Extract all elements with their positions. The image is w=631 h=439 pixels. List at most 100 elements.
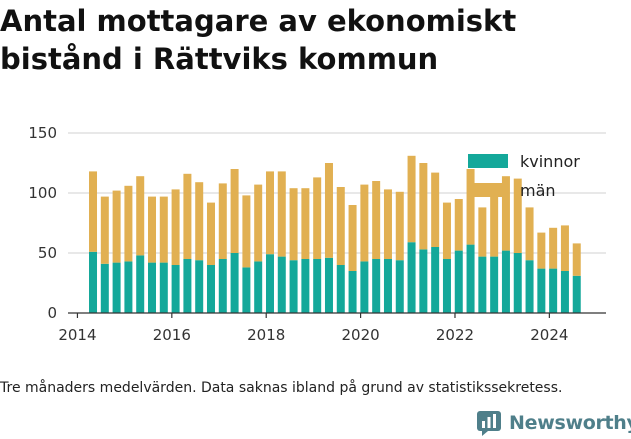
y-tick-label: 150 (28, 124, 57, 142)
bar-segment-kvinnor (490, 256, 499, 313)
legend-label-kvinnor: kvinnor (520, 152, 580, 171)
bar-segment-kvinnor (289, 260, 298, 313)
chart-title: Antal mottagare av ekonomiskt bistånd i … (0, 4, 517, 76)
bar-segment-man (454, 199, 463, 251)
y-tick-label: 100 (28, 184, 57, 202)
bar-segment-man (442, 202, 451, 259)
bar-segment-kvinnor (407, 242, 416, 313)
bar-segment-man (124, 185, 133, 262)
bar-segment-man (159, 196, 168, 263)
bar-segment-kvinnor (89, 251, 98, 313)
x-tick-label: 2018 (247, 326, 285, 344)
bar-segment-man (466, 169, 475, 245)
bar-segment-man (360, 184, 369, 262)
bar-segment-man (195, 182, 204, 261)
bar-segment-kvinnor (478, 256, 487, 313)
bar-segment-kvinnor (525, 260, 534, 313)
stacked-bar-chart: 0 50 100 150 2014 2016 2018 2020 2022 2024 kvinn… (28, 124, 606, 344)
bar-segment-man (431, 172, 440, 247)
bar-segment-kvinnor (171, 265, 180, 313)
bar-segment-man (324, 163, 333, 258)
y-axis-tick-labels: 0 50 100 150 (28, 124, 57, 322)
bar-segment-man (501, 176, 510, 251)
x-tick-label: 2024 (530, 326, 568, 344)
newsworthy-logo-icon (477, 411, 501, 436)
legend-swatch-kvinnor (468, 154, 508, 168)
bar-segment-man (218, 183, 227, 259)
bar-segment-man (230, 169, 239, 253)
bar-segment-man (254, 184, 263, 262)
bar-segment-man (183, 173, 192, 259)
bar-segment-kvinnor (513, 253, 522, 313)
bar-segment-kvinnor (442, 259, 451, 313)
bar-segment-kvinnor (466, 244, 475, 313)
bar-segment-man (148, 196, 156, 263)
bar-segment-kvinnor (218, 259, 227, 313)
bar-segment-man (419, 163, 428, 250)
bar-segment-kvinnor (360, 261, 369, 313)
bar-segment-man (89, 171, 98, 252)
bar-segment-kvinnor (419, 249, 428, 313)
bar-segment-man (572, 243, 581, 276)
bar-segment-man (549, 227, 558, 269)
bar-segment-man (348, 205, 357, 271)
bar-segment-kvinnor (348, 271, 357, 313)
bar-segment-man (525, 207, 534, 261)
bar-segment-man (336, 187, 345, 265)
bar-segment-man (537, 232, 546, 269)
x-axis-ticks: 2014 2016 2018 2020 2022 2024 (58, 313, 568, 344)
y-tick-label: 0 (47, 304, 57, 322)
bar-segment-kvinnor (242, 267, 251, 313)
bar-segment-kvinnor (324, 257, 333, 313)
bar-segment-kvinnor (560, 271, 569, 313)
bar-segment-man (265, 171, 274, 255)
bar-segment-man (301, 188, 310, 259)
bar-segment-kvinnor (336, 265, 345, 313)
brand: Newsworthy (476, 410, 631, 436)
bar-segment-man (171, 189, 180, 265)
bar-segment-kvinnor (159, 262, 168, 313)
x-tick-label: 2020 (342, 326, 380, 344)
bar-segment-kvinnor (537, 268, 546, 313)
x-tick-label: 2022 (436, 326, 474, 344)
bar-segment-kvinnor (383, 259, 392, 313)
bar-segment-man (206, 202, 215, 265)
bar-segment-man (560, 225, 569, 271)
bar-segment-man (490, 196, 499, 257)
bar-segment-kvinnor (183, 259, 192, 313)
bar-segment-kvinnor (395, 260, 404, 313)
bar-segment-kvinnor (277, 256, 286, 313)
bar-segment-man (513, 178, 522, 253)
bar-segment-man (136, 176, 145, 256)
bar-segment-man (478, 207, 487, 257)
bar-segment-kvinnor (206, 265, 215, 313)
bar-segment-man (277, 171, 286, 257)
legend: kvinnor män (468, 152, 580, 200)
bar-segment-kvinnor (454, 250, 463, 313)
bar-segment-kvinnor (195, 260, 204, 313)
bar-segment-kvinnor (549, 268, 558, 313)
bar-segment-kvinnor (230, 253, 239, 313)
x-tick-label: 2014 (58, 326, 96, 344)
bars (89, 155, 581, 313)
legend-label-man: män (520, 181, 556, 200)
bar-segment-kvinnor (501, 250, 510, 313)
bar-segment-kvinnor (572, 275, 581, 313)
bar-segment-kvinnor (112, 262, 121, 313)
bar-segment-man (100, 196, 109, 264)
bar-segment-kvinnor (148, 262, 156, 313)
bar-segment-man (242, 195, 251, 268)
bar-segment-kvinnor (431, 247, 440, 313)
brand-name: Newsworthy (509, 412, 631, 434)
bar-segment-man (289, 188, 298, 261)
bar-segment-man (112, 190, 121, 263)
bar-segment-kvinnor (301, 259, 310, 313)
bar-segment-man (313, 177, 322, 259)
bar-segment-man (395, 191, 404, 261)
bar-segment-man (383, 189, 392, 259)
bar-segment-kvinnor (313, 259, 322, 313)
footnote: Tre månaders medelvärden. Data saknas ib… (0, 380, 563, 396)
legend-swatch-man (468, 183, 508, 197)
bar-segment-man (407, 155, 416, 243)
bar-segment-man (372, 181, 381, 259)
